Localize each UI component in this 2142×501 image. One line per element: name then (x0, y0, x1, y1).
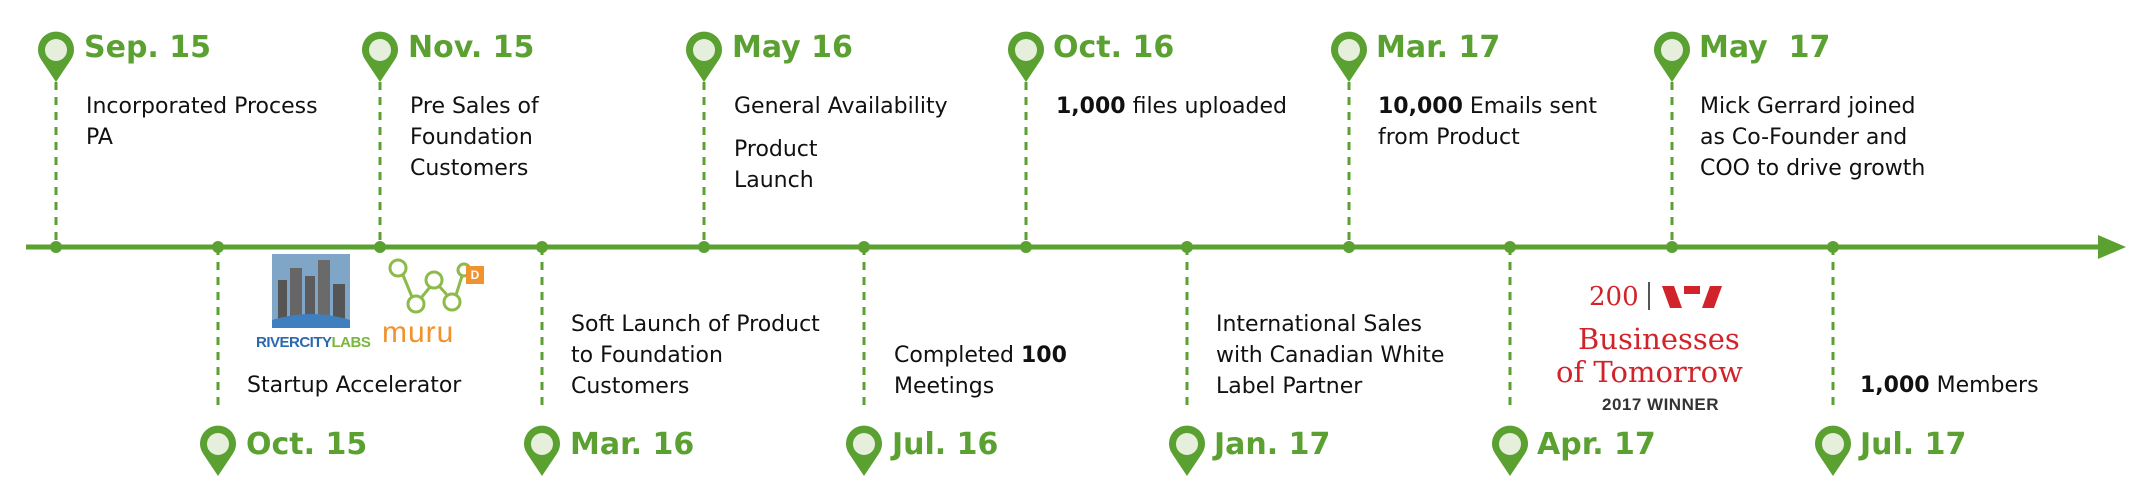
westpac-line2: of Tomorrow (1556, 355, 1743, 389)
desc-bold: 1,000 (1860, 373, 1930, 398)
axis-dot (1181, 241, 1193, 253)
desc-line: with Canadian White (1216, 343, 1445, 368)
milestone-date-oct-15: Oct. 15 (246, 427, 368, 462)
desc-line: Foundation (410, 125, 533, 150)
timeline-arrowhead (2098, 235, 2126, 259)
desc-bold: 10,000 (1378, 94, 1463, 119)
city-skyline-icon (272, 254, 350, 328)
network-icon (388, 258, 472, 314)
desc-line: Meetings (894, 374, 995, 399)
rivercity-label-left: RIVERCITY (256, 334, 332, 351)
milestone-date-mar-16: Mar. 16 (570, 427, 695, 462)
milestone-desc-mar-17: 10,000 Emails sent from Product (1378, 91, 1658, 153)
axis-dot (1343, 241, 1355, 253)
milestone-date-oct-16: Oct. 16 (1053, 30, 1175, 65)
milestone-desc-oct-15: Startup Accelerator (247, 370, 507, 401)
desc-line: Incorporated Process (86, 94, 318, 119)
desc-line: COO to drive growth (1700, 156, 1926, 181)
axis-dot (50, 241, 62, 253)
map-pin-inner (1015, 39, 1037, 61)
westpac-200-text: 200 (1589, 282, 1639, 312)
axis-dot (858, 241, 870, 253)
desc-line: Customers (571, 374, 690, 399)
axis-dot (1666, 241, 1678, 253)
desc-line: Mick Gerrard joined (1700, 94, 1916, 119)
axis-dot (374, 241, 386, 253)
milestone-desc-sep-15: Incorporated Process PA (86, 91, 386, 153)
westpac-divider (1648, 282, 1650, 310)
milestone-date-nov-15: Nov. 15 (408, 30, 535, 65)
westpac-w-icon (1662, 286, 1722, 308)
milestone-desc-may-17: Mick Gerrard joined as Co-Founder and CO… (1700, 91, 1990, 184)
desc-line: Label Partner (1216, 374, 1363, 399)
map-pin-inner (1822, 433, 1844, 455)
desc-rest: Emails sent (1462, 94, 1597, 119)
map-pin-inner (1338, 39, 1360, 61)
map-pin-inner (207, 433, 229, 455)
desc-line: from Product (1378, 125, 1520, 150)
map-pin-inner (531, 433, 553, 455)
milestone-desc-nov-15: Pre Sales of Foundation Customers (410, 91, 650, 184)
milestone-date-may-16: May 16 (732, 30, 853, 65)
westpac-winner-text: 2017 WINNER (1602, 395, 1719, 414)
desc-line: International Sales (1216, 312, 1422, 337)
desc-line: Product (734, 137, 818, 162)
desc-line: Completed 100 (894, 340, 1154, 371)
map-pin-inner (1499, 433, 1521, 455)
axis-dot (1827, 241, 1839, 253)
muru-badge: D (466, 266, 484, 284)
milestone-date-jul-16: Jul. 16 (892, 427, 999, 462)
axis-dot (1504, 241, 1516, 253)
desc-line: Pre Sales of (410, 94, 539, 119)
desc-line: to Foundation (571, 343, 723, 368)
map-pin-inner (1176, 433, 1198, 455)
milestone-date-sep-15: Sep. 15 (84, 30, 212, 65)
milestone-date-apr-17: Apr. 17 (1537, 427, 1656, 462)
milestone-desc-oct-16: 1,000 files uploaded (1056, 91, 1346, 122)
desc-line: as Co-Founder and (1700, 125, 1908, 150)
desc-bold: 100 (1020, 343, 1067, 368)
desc-line: PA (86, 125, 113, 150)
milestone-date-jul-17: Jul. 17 (1860, 427, 1967, 462)
westpac-line1: Businesses (1578, 322, 1740, 356)
desc-line: General Availability (734, 94, 948, 119)
map-pin-inner (853, 433, 875, 455)
axis-dot (212, 241, 224, 253)
axis-dot (1020, 241, 1032, 253)
desc-line: Startup Accelerator (247, 373, 462, 398)
milestone-date-may-17: May 17 (1699, 30, 1831, 65)
rivercity-label-right: LABS (331, 334, 371, 351)
milestone-date-mar-17: Mar. 17 (1376, 30, 1501, 65)
map-pin-inner (45, 39, 67, 61)
milestone-desc-jul-16: Completed 100 Meetings (894, 340, 1154, 402)
milestone-desc-mar-16: Soft Launch of Product to Foundation Cus… (571, 309, 871, 402)
milestone-desc-jan-17: International Sales with Canadian White … (1216, 309, 1506, 402)
desc-rest: Members (1929, 373, 2039, 398)
axis-dot (698, 241, 710, 253)
milestone-date-jan-17: Jan. 17 (1214, 427, 1331, 462)
desc-line: Customers (410, 156, 529, 181)
milestone-desc-may-16: General Availability Product Launch (734, 91, 1014, 196)
desc-line: Launch (734, 168, 814, 193)
desc-line: Soft Launch of Product (571, 312, 820, 337)
rivercity-label: RIVERCITYLABS (256, 334, 371, 351)
map-pin-inner (369, 39, 391, 61)
desc-line: 10,000 Emails sent (1378, 91, 1658, 122)
muru-logo-text: muru (382, 316, 455, 349)
desc-rest: files uploaded (1125, 94, 1287, 119)
desc-bold: 1,000 (1056, 94, 1126, 119)
desc-pre: Completed (894, 343, 1021, 368)
axis-dot (536, 241, 548, 253)
map-pin-inner (1661, 39, 1683, 61)
map-pin-inner (693, 39, 715, 61)
milestone-desc-jul-17: 1,000 Members (1860, 370, 2120, 401)
